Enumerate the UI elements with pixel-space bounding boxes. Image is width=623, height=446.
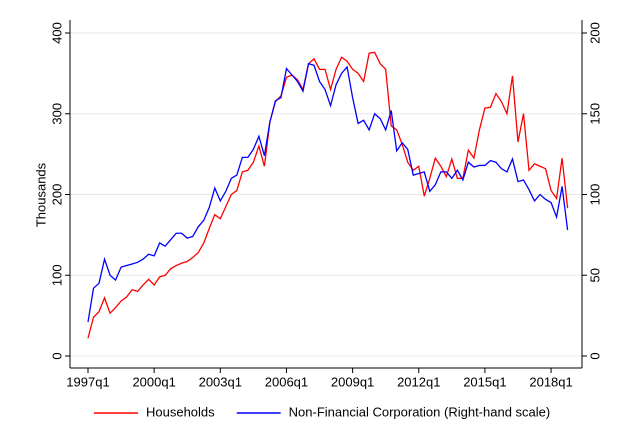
series-line [87,62,569,323]
y-tick-label: 100 [49,264,64,286]
y2-tick-label: 200 [587,22,602,44]
x-tick-label: 2009q1 [331,374,374,389]
legend-label: Non-Financial Corporation (Right-hand sc… [289,404,551,419]
x-tick-label: 2015q1 [463,374,506,389]
x-tick-label: 2006q1 [265,374,308,389]
y-tick-label: 300 [49,103,64,125]
x-tick-label: 2012q1 [397,374,440,389]
series-line [87,51,569,339]
y-axis-label: Thousands [33,162,48,227]
y2-tick-label: 100 [587,184,602,206]
y2-tick-label: 150 [587,103,602,125]
x-tick-label: 2003q1 [199,374,242,389]
y-tick-label: 400 [49,22,64,44]
x-tick-label: 2000q1 [132,374,175,389]
x-tick-label: 1997q1 [66,374,109,389]
y-tick-label: 200 [49,184,64,206]
y2-tick-label: 50 [587,268,602,282]
y2-tick-label: 0 [587,352,602,359]
y-tick-label: 0 [49,352,64,359]
x-tick-label: 2018q1 [529,374,572,389]
legend-label: Households [146,404,215,419]
